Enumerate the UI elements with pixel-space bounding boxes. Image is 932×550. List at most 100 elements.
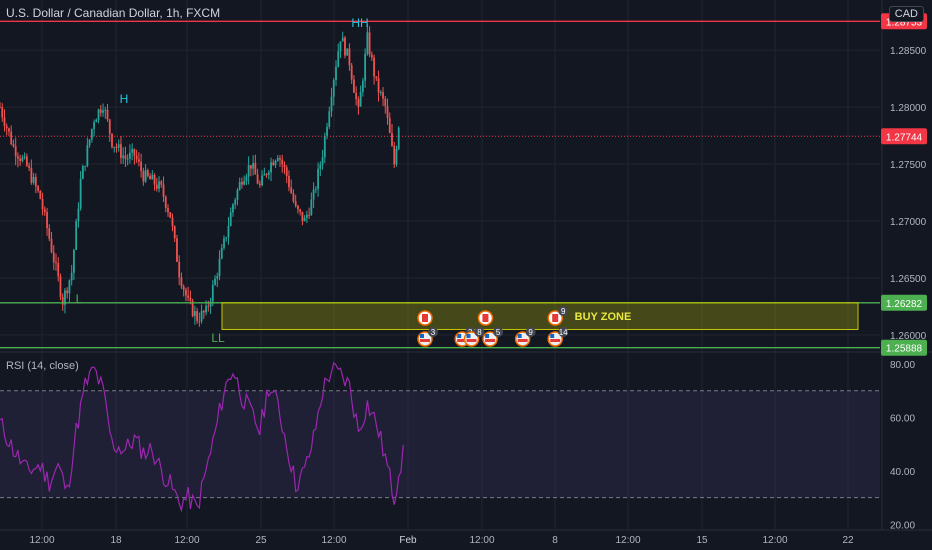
candle-body — [308, 214, 311, 216]
candle-body — [48, 228, 51, 239]
event-count-text: 8 — [477, 328, 482, 337]
candle-body — [290, 187, 293, 194]
candle-body — [151, 174, 154, 180]
candle-body — [285, 167, 288, 176]
candle-body — [52, 252, 55, 263]
time-axis-tick: 15 — [696, 535, 708, 546]
candle-body — [122, 155, 125, 158]
event-count-badge — [493, 327, 504, 337]
time-axis-tick: 12:00 — [321, 535, 346, 546]
candle-body — [384, 98, 387, 107]
time-axis-tick: 25 — [255, 535, 267, 546]
us-flag-canton — [457, 334, 462, 338]
candle-body — [3, 117, 6, 127]
candle-body — [211, 284, 214, 302]
event-count-text: 14 — [559, 328, 568, 337]
candle-body — [276, 157, 279, 161]
candle-body — [263, 174, 266, 176]
candle-body — [171, 217, 174, 227]
currency-button[interactable]: CAD — [888, 6, 924, 22]
symbol-title: U.S. Dollar / Canadian Dollar, 1h, FXCM — [6, 6, 221, 20]
candle-body — [191, 300, 194, 317]
candle-body — [395, 148, 398, 165]
candle-body — [46, 211, 48, 229]
candle-body — [193, 311, 196, 317]
candle-body — [25, 156, 28, 166]
candle-body — [391, 133, 393, 146]
ca-flag-leaf — [552, 314, 559, 322]
us-flag-stripe — [485, 339, 496, 342]
candle-body — [209, 301, 212, 307]
candle-body — [357, 99, 360, 107]
candle-body — [68, 280, 71, 294]
candle-body — [180, 277, 183, 287]
us-flag-stripe — [550, 339, 561, 342]
candle-body — [205, 305, 207, 313]
candle-body — [252, 162, 255, 169]
level-price-label: 1.25888 — [886, 344, 923, 355]
candle-body — [207, 305, 210, 307]
candle-body — [256, 174, 259, 184]
candle-body — [344, 37, 346, 56]
time-axis-tick: 18 — [110, 535, 122, 546]
candle-body — [314, 188, 317, 190]
candle-body — [30, 167, 33, 183]
candle-body — [366, 32, 369, 54]
candle-body — [104, 109, 107, 111]
candle-body — [198, 320, 201, 322]
rsi-axis-tick: 60.00 — [890, 414, 915, 425]
rsi-axis-tick: 40.00 — [890, 467, 915, 478]
pattern-label-l: L — [76, 292, 83, 306]
candle-body — [370, 54, 373, 58]
price-axis-tick: 1.28500 — [890, 46, 927, 57]
candle-body — [32, 177, 35, 183]
candle-body — [368, 32, 371, 55]
buy-zone-box — [221, 302, 859, 330]
candle-body — [249, 165, 252, 169]
time-axis-tick: Feb — [399, 535, 417, 546]
candle-body — [258, 183, 261, 186]
candle-body — [133, 149, 136, 156]
candle-body — [160, 181, 163, 185]
candle-body — [200, 311, 203, 322]
event-count-badge — [525, 327, 536, 337]
candle-body — [236, 189, 239, 200]
candle-body — [223, 238, 225, 248]
candle-body — [214, 278, 216, 285]
event-count-text: 5 — [496, 328, 501, 337]
candle-body — [79, 178, 82, 209]
candle-body — [102, 110, 104, 113]
event-count-badge — [474, 327, 485, 337]
candle-body — [254, 162, 257, 175]
candle-body — [301, 211, 304, 222]
candle-body — [111, 133, 113, 147]
candle-body — [321, 157, 324, 165]
candle-body — [12, 143, 15, 147]
candle-body — [8, 128, 10, 132]
candle-body — [10, 131, 13, 144]
candle-body — [353, 79, 355, 93]
event-count-badge — [558, 306, 569, 316]
candle-body — [279, 157, 281, 160]
candle-body — [142, 171, 145, 182]
candle-body — [393, 145, 396, 165]
candle-body — [28, 165, 31, 168]
candle-body — [84, 165, 87, 167]
candle-body — [303, 217, 306, 222]
candle-body — [144, 170, 147, 182]
time-axis-tick: 8 — [552, 535, 558, 546]
candle-body — [202, 311, 205, 313]
candle-body — [270, 162, 272, 173]
pattern-label-hh: HH — [351, 16, 368, 30]
candle-body — [317, 168, 319, 189]
candle-body — [310, 199, 313, 216]
candle-body — [23, 156, 26, 158]
candle-body — [155, 184, 158, 189]
candle-body — [14, 146, 17, 157]
candle-body — [267, 172, 270, 175]
candle-body — [397, 127, 400, 149]
candle-body — [292, 193, 295, 202]
candle-body — [185, 289, 187, 296]
candle-body — [294, 201, 297, 206]
